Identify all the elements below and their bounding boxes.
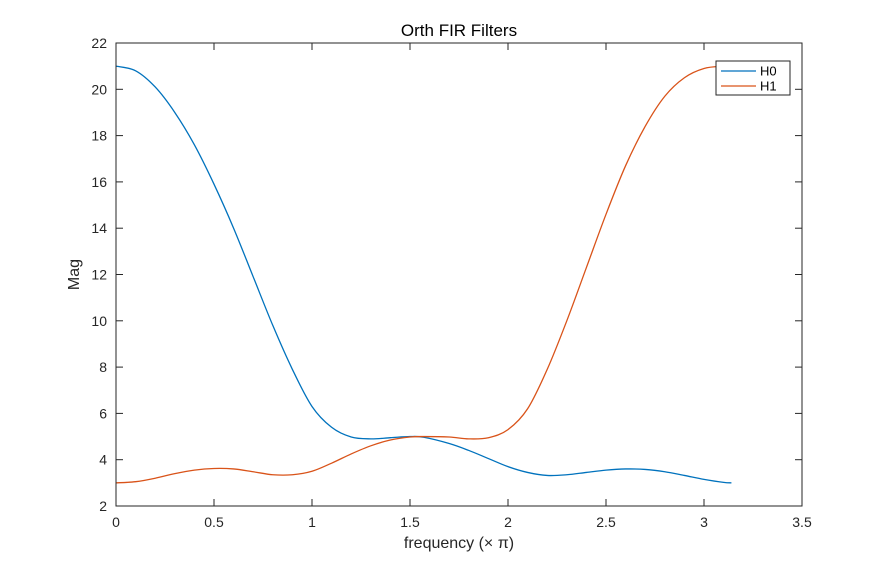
y-tick-label: 14 bbox=[91, 220, 107, 236]
y-tick-label: 22 bbox=[91, 35, 107, 51]
y-tick-label: 2 bbox=[99, 498, 107, 514]
y-tick-label: 16 bbox=[91, 174, 107, 190]
x-tick-label: 3 bbox=[700, 514, 708, 530]
plot-area bbox=[116, 43, 802, 506]
axes-layer: 0 0.5 1 1.5 2 2.5 3 3.5 2 4 6 8 10 12 14 16 18 20 22 bbox=[91, 35, 812, 530]
y-tick-label: 8 bbox=[99, 359, 107, 375]
x-tick-label: 0 bbox=[112, 514, 120, 530]
y-tick-label: 4 bbox=[99, 452, 107, 468]
y-tick-label: 20 bbox=[91, 81, 107, 97]
legend-label-h1: H1 bbox=[760, 79, 777, 94]
series-line-h0 bbox=[115, 65, 732, 484]
y-tick-label: 10 bbox=[91, 313, 107, 329]
y-tick-label: 18 bbox=[91, 128, 107, 144]
y-tick-label: 12 bbox=[91, 267, 107, 283]
x-tick-label: 2 bbox=[504, 514, 512, 530]
chart-title: Orth FIR Filters bbox=[401, 21, 517, 40]
y-tick-label: 6 bbox=[99, 405, 107, 421]
x-tick-label: 2.5 bbox=[596, 514, 616, 530]
legend-label-h0: H0 bbox=[760, 64, 777, 79]
x-axis-label: frequency (× π) bbox=[404, 535, 514, 552]
x-tick-label: 1.5 bbox=[400, 514, 420, 530]
x-tick-label: 3.5 bbox=[792, 514, 812, 530]
legend-box bbox=[715, 60, 791, 96]
y-axis-label: Mag bbox=[66, 259, 83, 290]
x-tick-label: 0.5 bbox=[204, 514, 224, 530]
series-line-h1 bbox=[115, 65, 732, 484]
x-tick-label: 1 bbox=[308, 514, 316, 530]
series-layer bbox=[115, 65, 732, 484]
